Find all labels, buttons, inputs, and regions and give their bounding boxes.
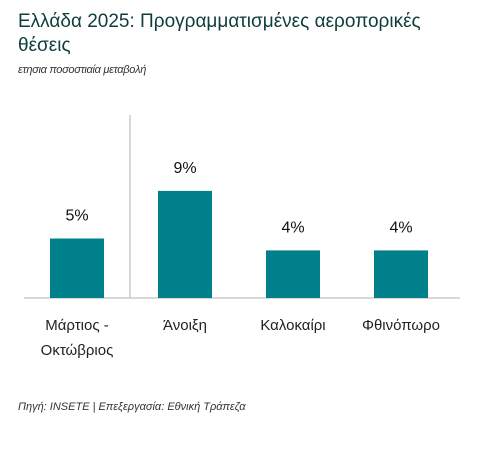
value-label: 4%	[389, 220, 412, 237]
x-tick-label: Μάρτιος - Οκτώβριος	[40, 317, 114, 359]
x-tick-label: Άνοιξη	[163, 317, 207, 334]
bar	[374, 250, 428, 298]
bar	[266, 250, 320, 298]
value-label: 9%	[173, 160, 196, 177]
chart-title: Ελλάδα 2025: Προγραμματισμένες αεροπορικ…	[18, 11, 421, 56]
bar	[158, 190, 212, 298]
value-label: 5%	[65, 208, 88, 225]
x-tick-label: Καλοκαίρι	[260, 317, 326, 334]
source-note: Πηγή: INSETE | Επεξεργασία: Εθνική Τράπε…	[18, 401, 246, 413]
value-label: 4%	[281, 220, 304, 237]
bar	[50, 238, 104, 298]
chart-subtitle: ετησια ποσοστιαία μεταβολή	[18, 64, 146, 76]
x-tick-label: Φθινόπωρο	[362, 317, 440, 334]
